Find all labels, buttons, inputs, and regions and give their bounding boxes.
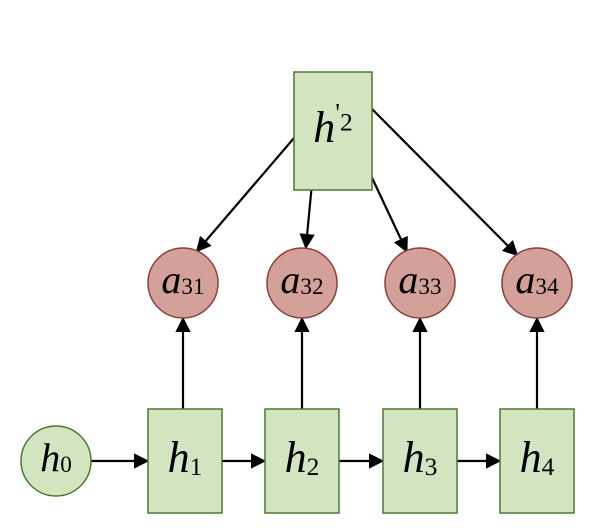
node-top: h'2 [294,72,372,190]
node-h2: h2 [265,409,339,513]
edge-top-a4 [372,109,516,254]
attention-diagram: h'2 a31 a32 a33 a34 h0 h1 h2 h3 h4 [0,0,600,531]
node-a3: a33 [385,248,455,318]
node-a1: a31 [148,248,218,318]
edge-top-a1 [198,131,300,250]
node-h1: h1 [148,409,222,513]
node-h4: h4 [500,409,574,513]
node-h0: h0 [21,426,91,496]
node-h3: h3 [383,409,457,513]
node-a2: a32 [267,248,337,318]
nodes-layer: h'2 a31 a32 a33 a34 h0 h1 h2 h3 h4 [21,72,574,513]
node-a4: a34 [502,248,572,318]
